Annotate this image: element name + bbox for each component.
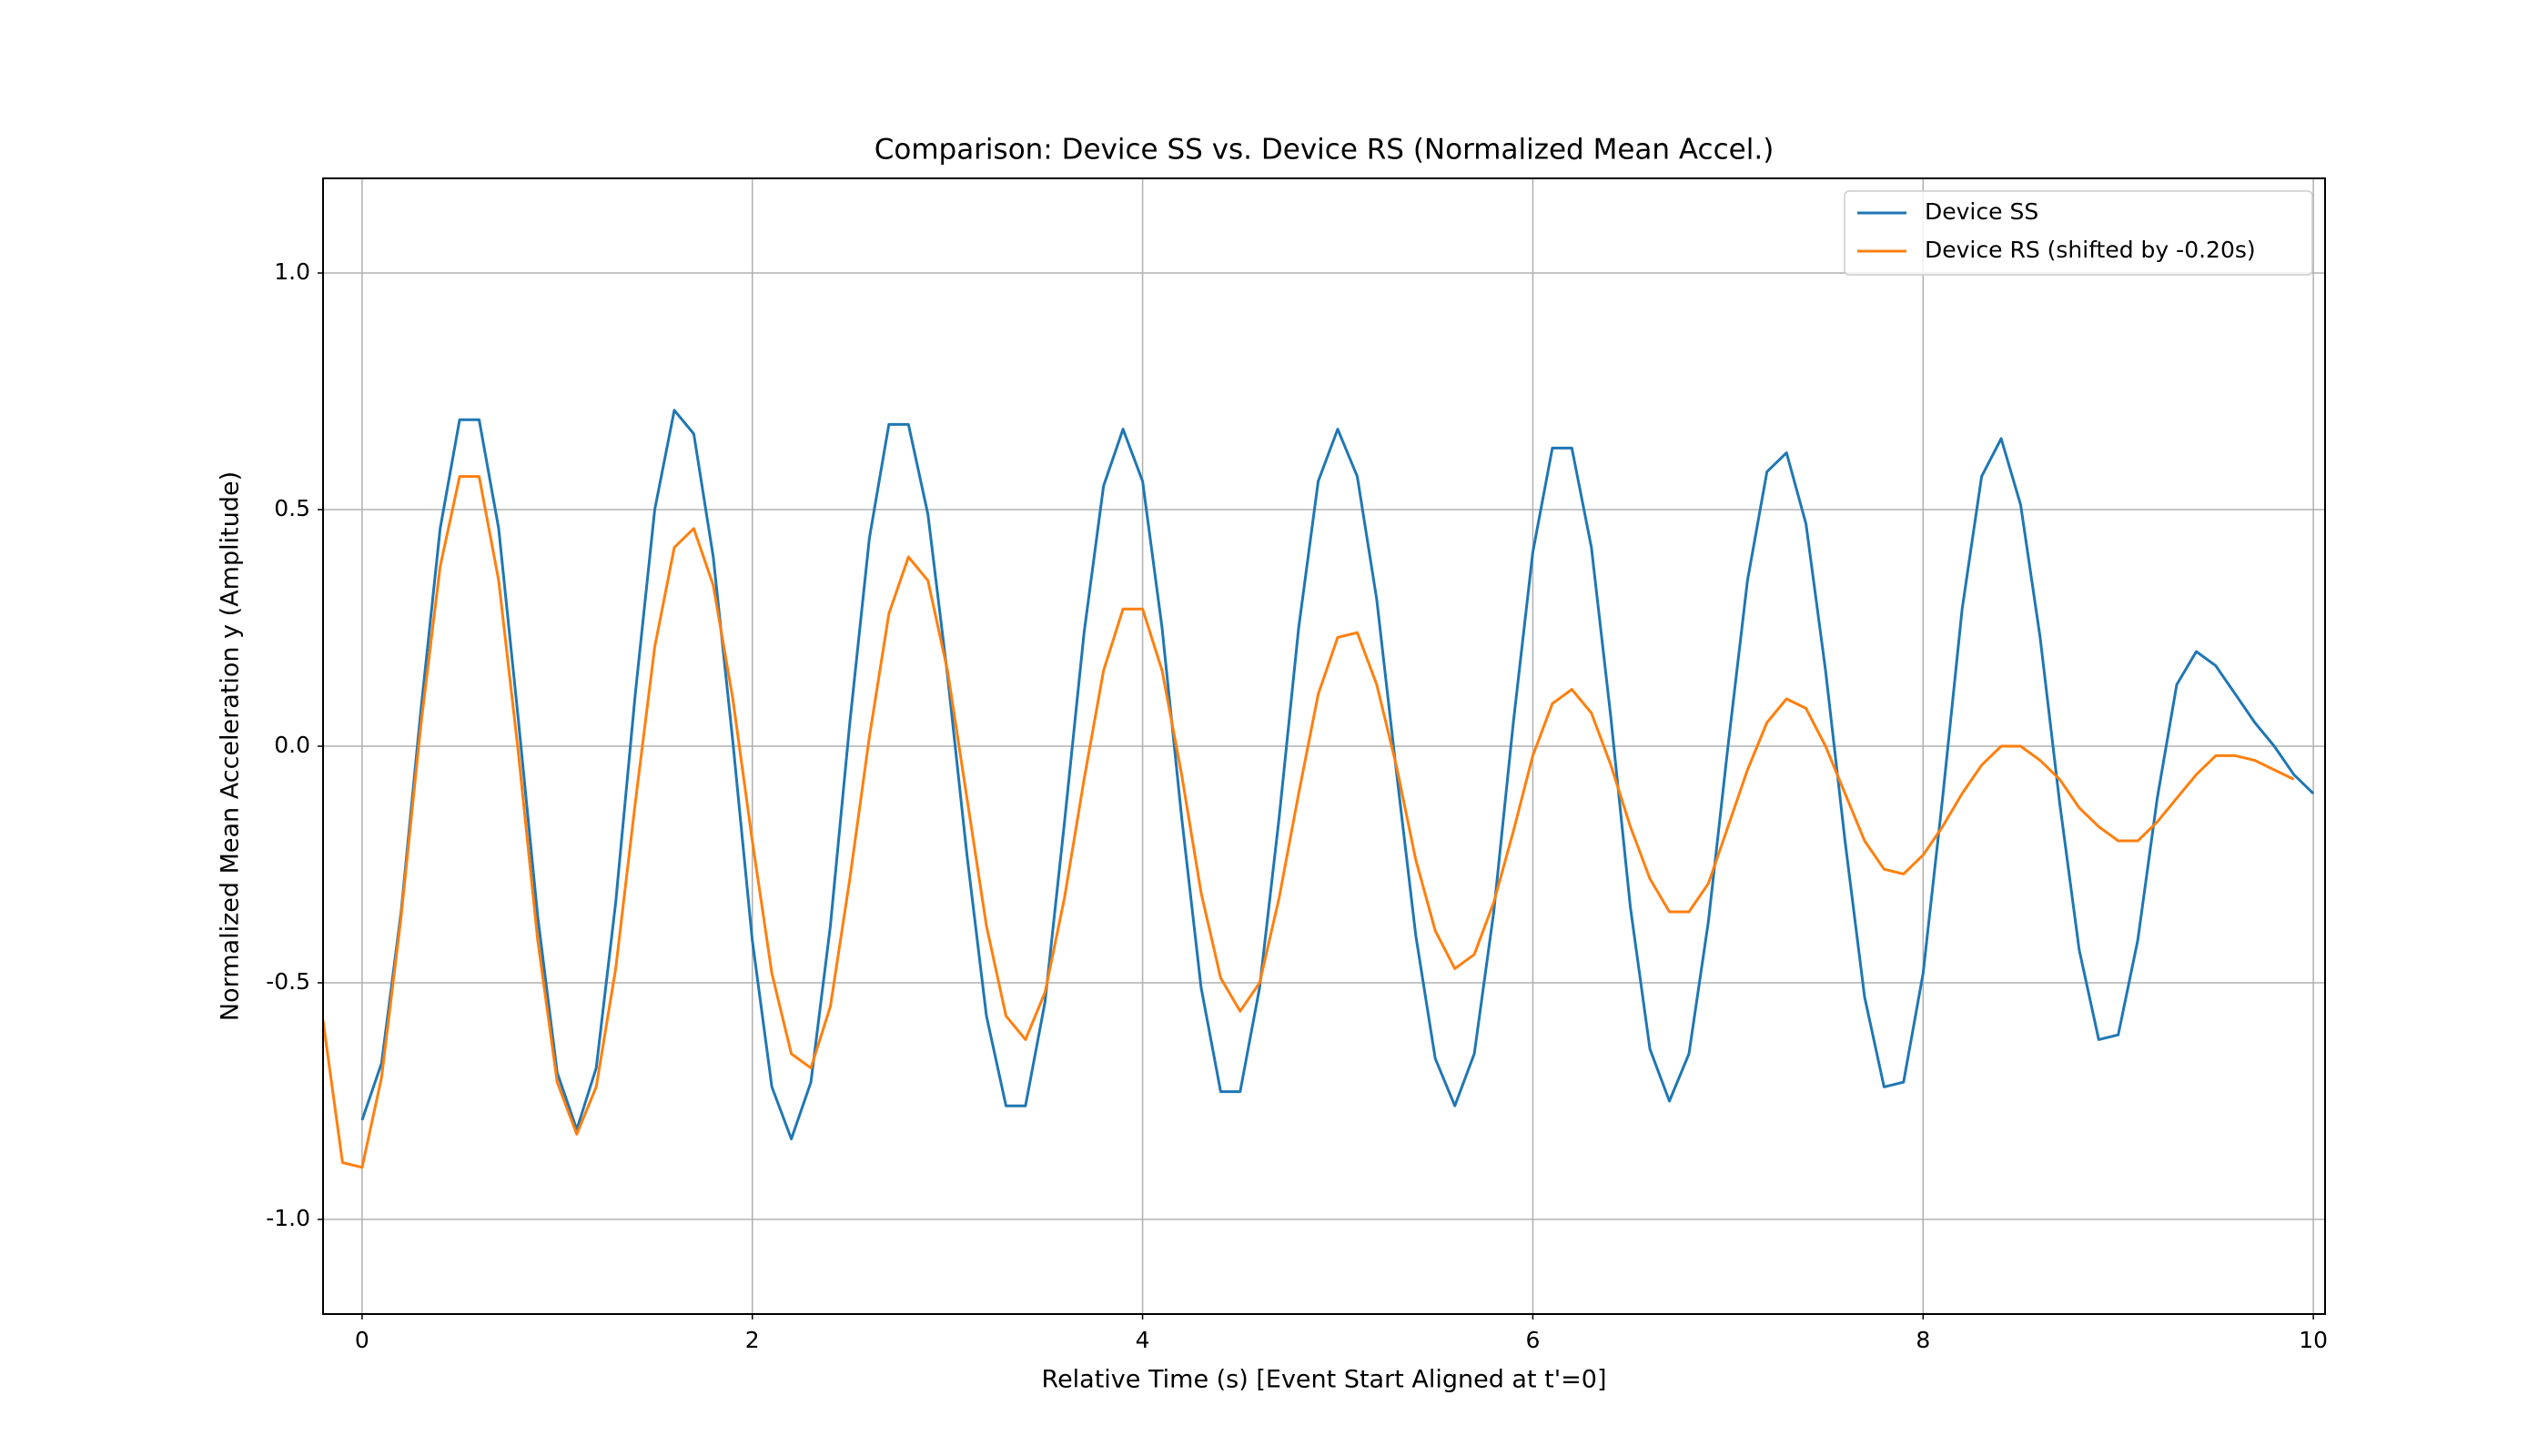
axes-frame	[322, 177, 2326, 1315]
legend-label: Device SS	[1925, 198, 2038, 225]
data-line	[323, 475, 2295, 1169]
legend-box	[1844, 190, 2313, 276]
legend-label: Device RS (shifted by -0.20s)	[1925, 237, 2256, 263]
x-tick-label: 8	[1916, 1327, 1930, 1353]
y-tick-label: 1.0	[274, 258, 310, 285]
x-tick-label: 0	[355, 1327, 369, 1353]
y-tick-label: -1.0	[266, 1205, 310, 1231]
chart-title: Comparison: Device SS vs. Device RS (Nor…	[875, 134, 1774, 167]
y-axis-label: Normalized Mean Acceleration y (Amplitud…	[217, 471, 245, 1021]
x-tick-label: 4	[1136, 1327, 1150, 1353]
x-tick-label: 10	[2299, 1327, 2328, 1353]
y-tick-label: -0.5	[266, 968, 310, 995]
y-tick-label: 0.0	[274, 732, 310, 758]
x-tick-label: 2	[745, 1327, 760, 1353]
x-tick-label: 6	[1525, 1327, 1540, 1353]
y-tick-label: 0.5	[274, 495, 310, 521]
x-axis-label: Relative Time (s) [Event Start Aligned a…	[1042, 1366, 1607, 1394]
data-line	[360, 409, 2315, 1141]
